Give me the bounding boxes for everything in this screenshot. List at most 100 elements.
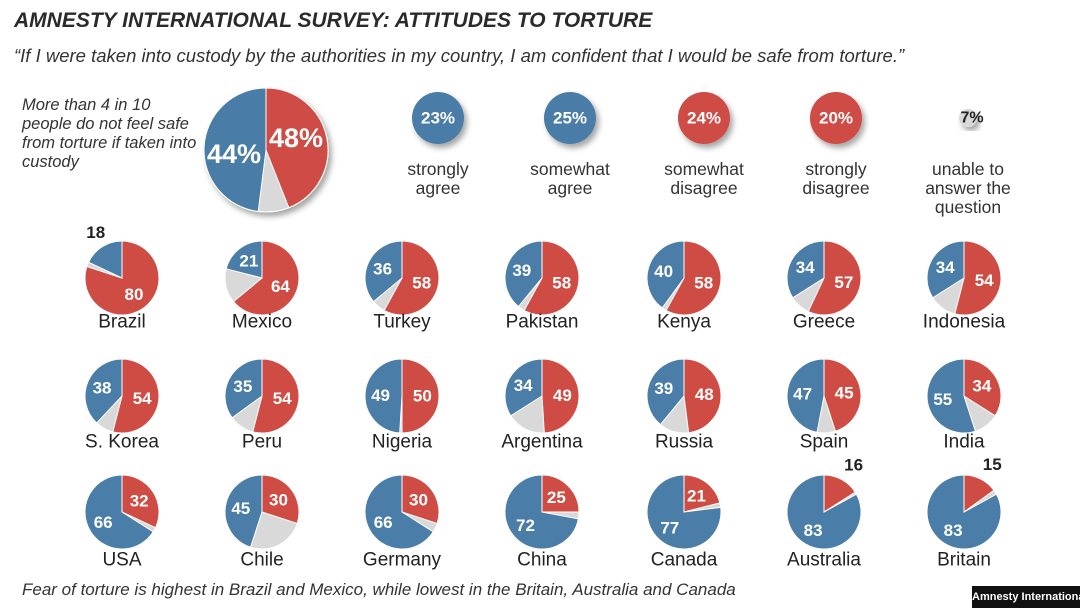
- country-agree-slice: [224, 358, 263, 419]
- country-pie: [786, 240, 862, 316]
- disagree-value: 80: [125, 285, 144, 304]
- summary-text: More than 4 in 10 people do not feel saf…: [22, 96, 197, 171]
- country-pie: [84, 358, 160, 434]
- footnote: Fear of torture is highest in Brazil and…: [22, 580, 736, 599]
- country-china: 25 72 China: [504, 474, 580, 571]
- country-agree-slice: [646, 240, 685, 309]
- source-label: Amnesty International: [972, 586, 1080, 608]
- country-agree-slice: [926, 240, 965, 299]
- overall-agree-slice: [203, 87, 267, 213]
- country-pie: [504, 358, 580, 434]
- disagree-value: 21: [687, 486, 706, 505]
- legend-swatch: [959, 109, 977, 127]
- country-pie: [926, 474, 1002, 550]
- country-disagree-slice: [541, 474, 580, 513]
- agree-value: 77: [660, 519, 679, 538]
- country-disagree-slice: [261, 474, 300, 525]
- country-name: Russia: [655, 432, 714, 453]
- legend-label: unable to: [932, 159, 1004, 179]
- country-name: Chile: [240, 550, 283, 571]
- legend-label: strongly: [805, 159, 867, 179]
- country-usa: 32 66 USA: [84, 474, 160, 571]
- country-disagree-slice: [121, 474, 160, 529]
- country-name: India: [943, 432, 985, 453]
- country-name: Germany: [363, 550, 442, 571]
- country-disagree-slice: [807, 240, 862, 316]
- country-agree-slice: [646, 474, 722, 550]
- legend-value: 23%: [421, 109, 455, 128]
- disagree-value: 57: [834, 273, 853, 292]
- country-pie: [84, 474, 160, 550]
- country-mexico: 64 21 Mexico: [224, 240, 300, 333]
- country-kenya: 58 40 Kenya: [646, 240, 722, 333]
- country-agree-slice: [84, 474, 154, 550]
- country-disagree-slice: [383, 240, 440, 316]
- country-argentina: 49 34 Argentina: [501, 358, 583, 453]
- agree-value: 34: [514, 376, 533, 395]
- legend-value: 24%: [687, 109, 721, 128]
- country-name: Turkey: [373, 312, 431, 333]
- country-s-korea: 54 38 S. Korea: [84, 358, 160, 453]
- country-turkey: 58 36 Turkey: [364, 240, 440, 333]
- disagree-value: 16: [844, 456, 863, 475]
- disagree-value: 58: [694, 274, 713, 293]
- agree-value: 83: [804, 521, 823, 540]
- disagree-value: 25: [547, 488, 566, 507]
- country-disagree-slice: [823, 358, 862, 432]
- agree-value: 34: [796, 258, 815, 277]
- country-name: Brazil: [98, 312, 146, 333]
- disagree-value: 34: [972, 377, 991, 396]
- country-agree-slice: [786, 474, 862, 550]
- country-pie: [786, 358, 862, 434]
- country-name: Canada: [651, 550, 718, 571]
- country-disagree-slice: [401, 358, 440, 434]
- country-name: Britain: [937, 550, 991, 571]
- country-pie: [504, 240, 580, 316]
- agree-value: 72: [516, 516, 535, 535]
- country-agree-slice: [646, 358, 685, 426]
- country-indonesia: 54 34 Indonesia: [923, 240, 1006, 333]
- country-disagree-slice: [232, 240, 300, 316]
- legend-swatch: [412, 92, 464, 144]
- legend-label: somewhat: [664, 159, 744, 179]
- country-pie: [646, 474, 722, 550]
- legend-label: agree: [548, 178, 593, 198]
- country-name: Australia: [787, 550, 861, 571]
- country-pie: [364, 240, 440, 316]
- legend-value: 25%: [553, 109, 587, 128]
- legend-swatch: [544, 92, 596, 144]
- legend-label: question: [935, 197, 1001, 217]
- disagree-value: 54: [133, 389, 152, 408]
- disagree-value: 30: [269, 491, 288, 510]
- country-disagree-slice: [541, 358, 580, 434]
- country-russia: 48 39 Russia: [646, 358, 722, 453]
- overall-pie: 48% 44%: [203, 87, 329, 213]
- country-agree-slice: [364, 474, 434, 550]
- country-spain: 45 47 Spain: [786, 358, 862, 453]
- agree-value: 40: [654, 262, 673, 281]
- agree-value: 36: [373, 259, 392, 278]
- country-name: Mexico: [232, 312, 292, 333]
- disagree-value: 15: [983, 455, 1002, 474]
- legend-label: strongly: [407, 159, 469, 179]
- country-agree-slice: [224, 474, 263, 548]
- country-pie: [224, 474, 300, 550]
- country-name: S. Korea: [85, 432, 159, 453]
- country-agree-slice: [504, 240, 543, 308]
- country-disagree-slice: [112, 358, 160, 434]
- country-agree-slice: [364, 240, 403, 303]
- agree-value: 47: [793, 384, 812, 403]
- country-chile: 30 45 Chile: [224, 474, 300, 571]
- country-name: Pakistan: [506, 312, 579, 333]
- country-name: Nigeria: [372, 432, 433, 453]
- agree-value: 83: [944, 521, 963, 540]
- chart-title: AMNESTY INTERNATIONAL SURVEY: ATTITUDES …: [14, 9, 653, 32]
- country-pies: 80 18 Brazil 64 21 Mexico 58 36 Turkey 58 39 Pakist…: [84, 223, 1006, 571]
- country-name: Kenya: [657, 312, 711, 333]
- country-name: China: [517, 550, 567, 571]
- country-disagree-slice: [683, 474, 721, 513]
- country-brazil: 80 18 Brazil: [84, 223, 160, 333]
